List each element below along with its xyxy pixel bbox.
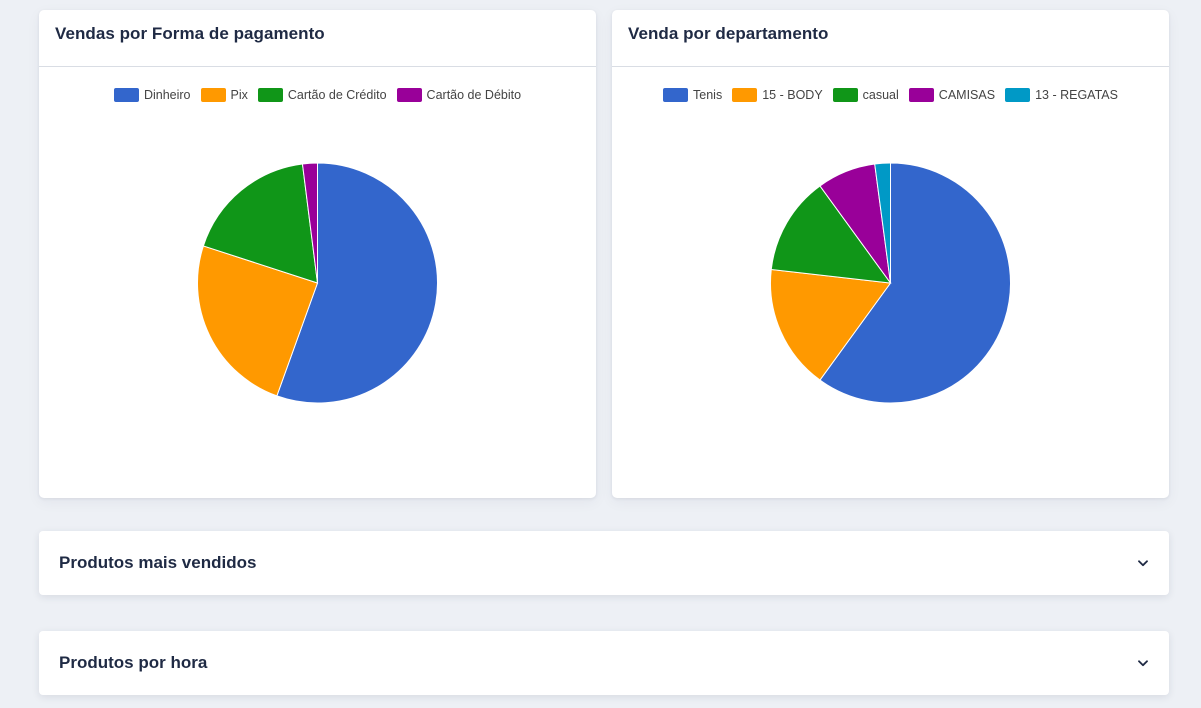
legend-swatch (663, 88, 689, 102)
pie-slice-cartao-de-credito[interactable] (202, 163, 319, 284)
accordion-top-products[interactable]: Produtos mais vendidos (39, 531, 1169, 595)
accordion-top-products-label: Produtos mais vendidos (59, 553, 257, 572)
department-chart-card: Venda por departamento Tenis 15 - BODY cas… (612, 10, 1169, 498)
payment-chart-card: Vendas por Forma de pagamento Dinheiro Pi… (39, 10, 596, 498)
legend-swatch (396, 88, 422, 102)
legend-swatch (200, 88, 226, 102)
accordion-products-per-hour[interactable]: Produtos por hora (39, 631, 1169, 695)
accordion-products-per-hour-label: Produtos por hora (59, 653, 208, 672)
pie-slice-13-regatas[interactable] (874, 162, 891, 284)
legend-label: Tenis (693, 88, 723, 102)
legend-swatch (1005, 88, 1031, 102)
pie-slice-pix[interactable] (197, 245, 319, 397)
department-pie-chart (770, 162, 1011, 404)
payment-chart-title: Vendas por Forma de pagamento (39, 10, 596, 67)
legend-swatch (113, 88, 139, 102)
pie-slice-casual[interactable] (770, 185, 892, 284)
legend-item-tenis[interactable]: Tenis (663, 88, 722, 102)
legend-label: Dinheiro (143, 88, 191, 102)
legend-item-cartao-de-credito[interactable]: Cartão de Crédito (257, 88, 387, 102)
legend-label: casual (862, 88, 899, 102)
legend-item-13-regatas[interactable]: 13 - REGATAS (1005, 88, 1118, 102)
legend-item-dinheiro[interactable]: Dinheiro (113, 88, 191, 102)
legend-label: Pix (230, 88, 248, 102)
legend-label: Cartão de Crédito (287, 88, 387, 102)
legend-label: 15 - BODY (762, 88, 823, 102)
pie-slice-tenis[interactable] (819, 162, 1011, 404)
chevron-down-icon[interactable] (1137, 557, 1149, 569)
legend-item-15-body[interactable]: 15 - BODY (732, 88, 823, 102)
pie-slice-15-body[interactable] (770, 268, 892, 381)
pie-slice-dinheiro[interactable] (276, 162, 438, 404)
legend-item-cartao-de-debito[interactable]: Cartão de Débito (396, 88, 522, 102)
payment-pie-chart (197, 162, 438, 404)
pie-slice-cartao-de-debito[interactable] (301, 162, 318, 284)
legend-swatch (908, 88, 934, 102)
legend-swatch (832, 88, 858, 102)
chevron-down-icon[interactable] (1137, 657, 1149, 669)
legend-label: 13 - REGATAS (1035, 88, 1118, 102)
legend-item-casual[interactable]: casual (832, 88, 899, 102)
department-chart-title: Venda por departamento (612, 10, 1169, 67)
department-chart-legend: Tenis 15 - BODY casual CAMISAS 13 - REGATAS (612, 88, 1169, 102)
legend-label: Cartão de Débito (426, 88, 522, 102)
legend-item-camisas[interactable]: CAMISAS (908, 88, 996, 102)
legend-swatch (257, 88, 283, 102)
legend-swatch (732, 88, 758, 102)
payment-chart-legend: Dinheiro Pix Cartão de Crédito Cartão de Dé… (39, 88, 596, 102)
legend-item-pix[interactable]: Pix (200, 88, 248, 102)
legend-label: CAMISAS (938, 88, 996, 102)
